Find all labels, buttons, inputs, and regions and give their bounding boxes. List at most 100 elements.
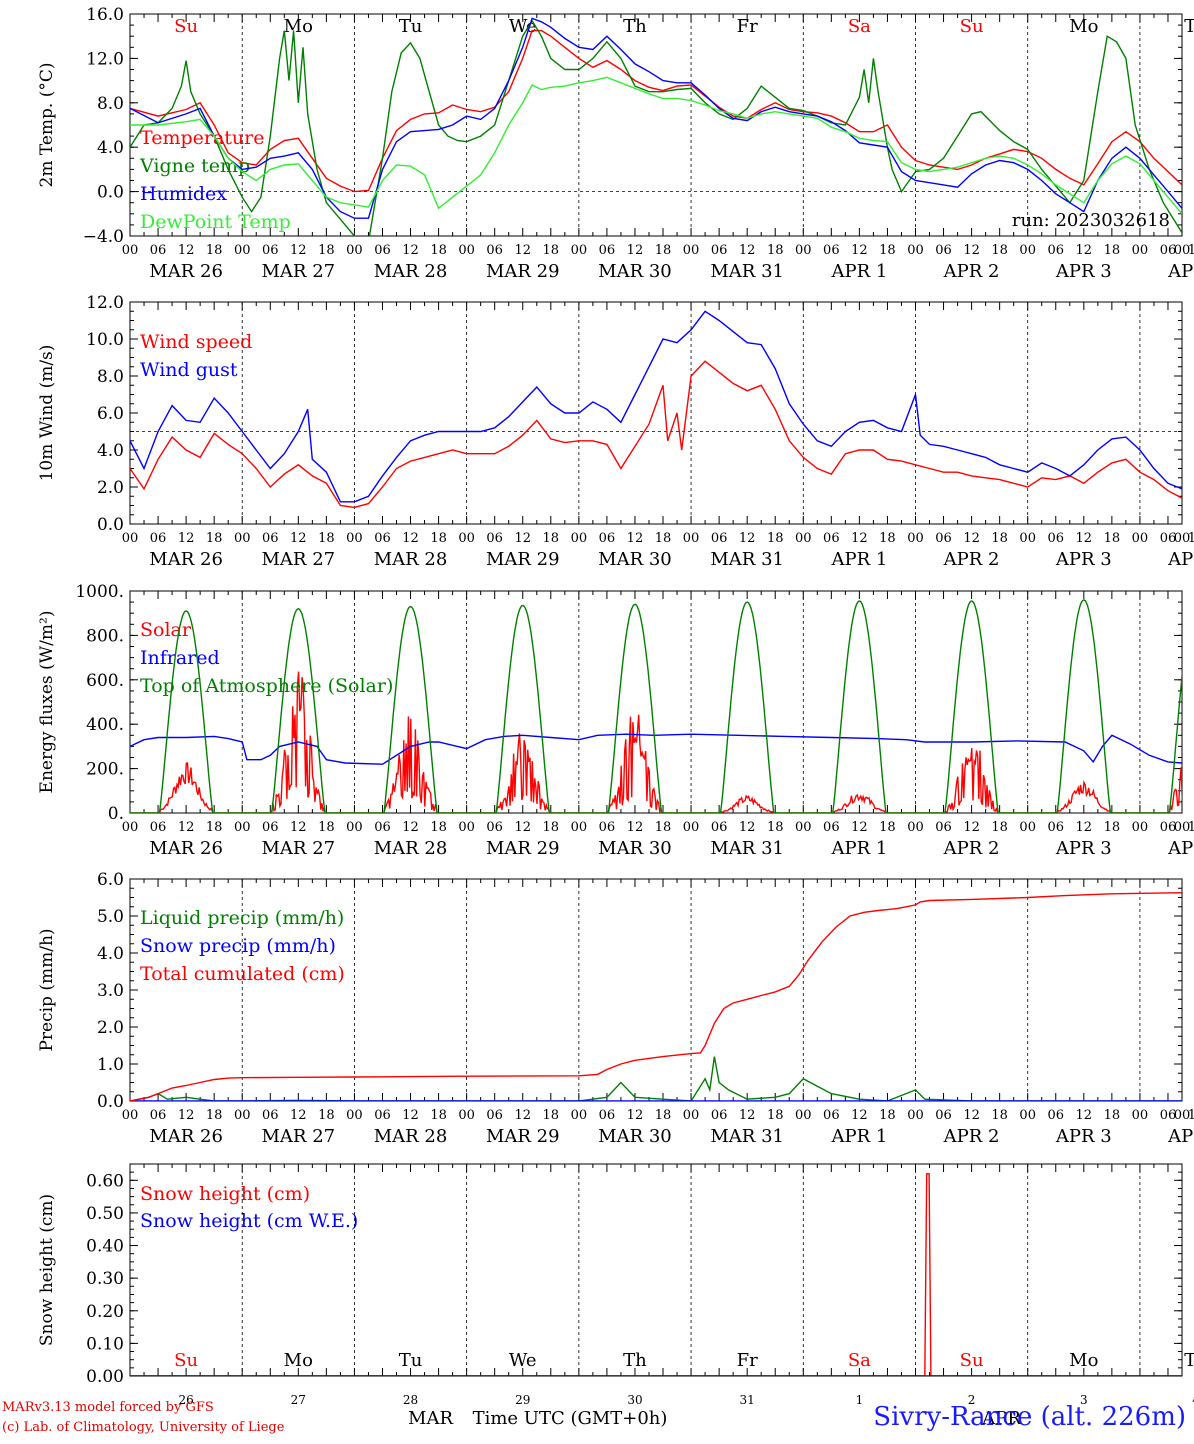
station-name: Sivry-Rance (alt. 226m) (873, 1402, 1186, 1432)
hour-tick-label: 06 (935, 531, 952, 546)
hour-tick-label: 12 (1076, 820, 1093, 835)
hour-tick-label: 06 (1160, 531, 1177, 546)
weekday-label: Su (174, 1350, 198, 1371)
y-tick-label: 10.0 (86, 330, 124, 350)
hour-tick-label: 00 (1174, 820, 1191, 835)
y-tick-label: 6.0 (97, 404, 124, 424)
hour-tick-label: 00 (122, 1108, 139, 1123)
hour-tick-label: 18 (991, 820, 1008, 835)
hour-tick-label: 18 (879, 820, 896, 835)
hour-tick-label: 00 (571, 820, 588, 835)
hour-tick-label: 06 (1160, 243, 1177, 258)
weekday-label: Mo (284, 16, 313, 37)
hour-tick-label: 18 (206, 1108, 223, 1123)
y-tick-label: 0. (108, 804, 124, 824)
y-axis-label: Energy fluxes (W/m²) (37, 611, 57, 794)
hour-tick-label: 00 (795, 243, 812, 258)
hour-tick-label: 12 (851, 531, 868, 546)
hour-tick-label: 06 (262, 531, 279, 546)
month-label-right: APR (981, 1408, 1021, 1429)
series-line-liquid-precip-mm-h- (130, 1056, 1182, 1101)
legend-entry: Liquid precip (mm/h) (140, 907, 344, 929)
date-label: APR 1 (830, 1126, 887, 1147)
panel-1: −4.00.04.08.012.016.02m Temp. (°C)00 06 12… (37, 5, 1194, 282)
date-label: MAR 27 (262, 549, 336, 570)
y-tick-label: 6.0 (97, 870, 124, 890)
y-tick-label: 600. (86, 671, 124, 691)
series-line-total-cumulated-cm- (130, 892, 1182, 1101)
hour-tick-label: 00 (346, 1108, 363, 1123)
y-tick-label: 0.00 (86, 1367, 124, 1387)
hour-tick-label: 06 (486, 820, 503, 835)
hour-tick-label: 06 (1047, 1108, 1064, 1123)
hour-tick-label: 00 (683, 1108, 700, 1123)
hour-tick-label: 12 (514, 820, 531, 835)
weekday-label: Tu (1184, 16, 1194, 37)
hour-tick-label: 06 (935, 243, 952, 258)
weekday-label: Th (623, 16, 647, 37)
y-tick-label: 0.20 (86, 1302, 124, 1322)
hour-tick-label: 06 (150, 820, 167, 835)
hour-tick-label: 06 (486, 1108, 503, 1123)
month-label-left: MAR (408, 1408, 453, 1429)
legend-entry: Vigne temp (139, 155, 250, 177)
hour-tick-label: 06 (150, 531, 167, 546)
y-tick-label: 0.0 (97, 515, 124, 535)
hour-tick-label: 06 (1047, 531, 1064, 546)
series-line-solar (130, 671, 1182, 813)
hour-tick-label: 12 (627, 531, 644, 546)
hour-tick-label: 00 (234, 820, 251, 835)
hour-tick-label: 12 (627, 1108, 644, 1123)
y-tick-label: 4.0 (97, 441, 124, 461)
panel-frame (129, 13, 1183, 237)
date-label: MAR 29 (486, 261, 560, 282)
hour-tick-label: 06 (262, 1108, 279, 1123)
hour-tick-label: 00 (571, 531, 588, 546)
series-line-infrared (130, 733, 1182, 765)
legend-entry: Wind speed (140, 331, 252, 353)
hour-tick-label: 00 (907, 1108, 924, 1123)
y-tick-label: 3.0 (97, 981, 124, 1001)
run-label: run: 2023032618 (1012, 210, 1170, 231)
hour-tick-label: 06 (1160, 1108, 1177, 1123)
legend-entry: Total cumulated (cm) (140, 963, 345, 985)
hour-tick-label: 18 (318, 820, 335, 835)
y-tick-label: 0.0 (97, 183, 124, 203)
series-line-top-of-atmosphere-solar- (130, 599, 1182, 813)
hour-tick-label: 18 (655, 1108, 672, 1123)
y-axis-label: Snow height (cm) (37, 1194, 57, 1346)
hour-tick-label: 12 (290, 243, 307, 258)
hour-tick-label: 06 (150, 1108, 167, 1123)
date-label: APR 4 (1167, 838, 1194, 859)
date-label: MAR 26 (149, 261, 223, 282)
date-label: MAR 29 (486, 838, 560, 859)
weekday-label: Tu (399, 1350, 423, 1371)
hour-tick-label: 18 (430, 243, 447, 258)
legend-entry: Snow height (cm) (140, 1183, 310, 1205)
hour-tick-label: 12 (1076, 243, 1093, 258)
hour-tick-label: 06 (486, 531, 503, 546)
hour-tick-label: 00 (1019, 531, 1036, 546)
hour-tick-label: 06 (711, 243, 728, 258)
y-tick-label: 0.60 (86, 1171, 124, 1191)
hour-tick-label: 12 (739, 531, 756, 546)
hour-tick-label: 12 (402, 243, 419, 258)
y-tick-label: 400. (86, 715, 124, 735)
hour-tick-label: 06 (823, 243, 840, 258)
y-tick-label: 2.0 (97, 478, 124, 498)
hour-tick-label: 00 (907, 820, 924, 835)
hour-tick-label: 12 (178, 820, 195, 835)
panel-5: 0.00 0.10 0.20 0.30 0.40 0.50 0.60 Snow height … (37, 1163, 1194, 1429)
hour-tick-label: 12 (178, 531, 195, 546)
date-label: MAR 27 (262, 261, 336, 282)
hour-tick-label: 18 (767, 820, 784, 835)
weekday-label: Su (960, 16, 984, 37)
date-label: MAR 26 (149, 1126, 223, 1147)
hour-tick-label: 18 (1104, 1108, 1121, 1123)
weekday-label: Sa (848, 16, 871, 37)
hour-tick-label: 12 (963, 1108, 980, 1123)
hour-tick-label: 18 (1104, 820, 1121, 835)
y-tick-label: 0.40 (86, 1237, 124, 1257)
date-label: MAR 31 (710, 1126, 784, 1147)
